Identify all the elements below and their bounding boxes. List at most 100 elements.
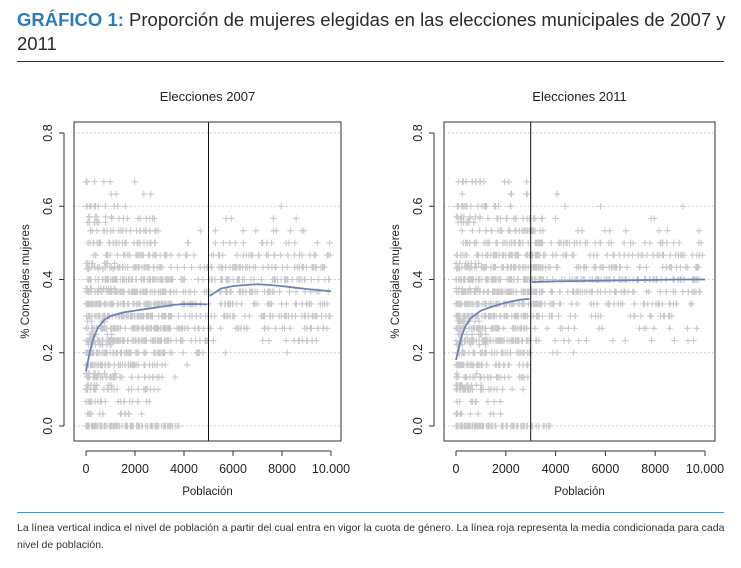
- plot-frame: [443, 121, 716, 442]
- data-point: [92, 341, 99, 348]
- data-point: [562, 251, 569, 259]
- data-point: [553, 190, 561, 198]
- data-point: [95, 349, 103, 356]
- data-point: [108, 190, 115, 198]
- data-point: [462, 260, 469, 267]
- data-point: [258, 312, 266, 320]
- data-point: [101, 300, 109, 308]
- data-point: [113, 288, 120, 295]
- data-point: [453, 370, 461, 377]
- data-point: [152, 251, 160, 259]
- data-point: [298, 251, 306, 259]
- data-point: [134, 398, 142, 405]
- data-point: [181, 264, 188, 271]
- data-point: [488, 227, 495, 234]
- data-point: [271, 251, 278, 259]
- data-point: [577, 264, 584, 271]
- data-point: [117, 398, 125, 405]
- data-point: [92, 203, 99, 210]
- data-point: [121, 361, 129, 369]
- data-point: [518, 422, 525, 430]
- data-point: [469, 227, 476, 234]
- data-point: [113, 337, 121, 344]
- data-point: [464, 264, 471, 271]
- data-point: [460, 219, 467, 226]
- data-point: [179, 349, 187, 356]
- data-point: [663, 264, 670, 271]
- data-point: [267, 288, 274, 295]
- data-point: [655, 300, 663, 308]
- data-point: [89, 227, 96, 234]
- data-point: [124, 349, 131, 356]
- data-point: [521, 312, 528, 320]
- data-point: [129, 422, 137, 430]
- data-point: [152, 239, 159, 247]
- data-point: [510, 264, 517, 271]
- data-point: [512, 215, 519, 222]
- data-point: [460, 213, 468, 221]
- data-point: [103, 285, 110, 292]
- data-point: [108, 331, 115, 338]
- data-point: [255, 251, 263, 259]
- data-point: [150, 373, 157, 381]
- data-point: [496, 361, 503, 369]
- data-point: [670, 300, 677, 308]
- data-point: [124, 251, 132, 259]
- data-point: [463, 331, 471, 338]
- data-point: [84, 386, 91, 393]
- data-point: [578, 227, 586, 234]
- data-point: [549, 251, 556, 259]
- data-point: [265, 337, 273, 344]
- data-point: [96, 239, 103, 247]
- data-point: [464, 361, 471, 369]
- data-point: [670, 288, 677, 295]
- data-point: [308, 276, 315, 283]
- data-point: [273, 227, 280, 234]
- data-point: [211, 312, 218, 320]
- data-point: [531, 215, 539, 222]
- data-point: [684, 337, 692, 344]
- data-point: [690, 337, 697, 344]
- data-point: [117, 300, 124, 308]
- data-point: [622, 337, 629, 344]
- data-point: [693, 325, 700, 332]
- data-point: [110, 386, 118, 393]
- data-point: [452, 251, 460, 259]
- data-point: [454, 219, 462, 226]
- data-point: [492, 251, 499, 259]
- plot-frame: [73, 121, 342, 442]
- data-point: [475, 318, 483, 325]
- data-point: [158, 373, 166, 381]
- data-point: [509, 325, 517, 332]
- data-point: [115, 361, 122, 369]
- data-point: [132, 349, 140, 356]
- data-point: [115, 227, 123, 234]
- data-point: [497, 398, 504, 405]
- data-point: [597, 203, 604, 210]
- chart-title: Elecciones 2011: [532, 89, 626, 104]
- data-point: [533, 251, 541, 259]
- data-point: [491, 312, 498, 320]
- data-point: [96, 337, 103, 344]
- data-point: [175, 251, 182, 259]
- data-point: [134, 215, 142, 222]
- data-point: [110, 265, 117, 273]
- data-point: [574, 300, 581, 308]
- data-point: [185, 239, 192, 247]
- data-point: [179, 288, 187, 295]
- y-tick-label: 0.8: [411, 124, 425, 141]
- data-point: [272, 276, 279, 283]
- data-point: [155, 312, 162, 320]
- data-point: [505, 361, 513, 369]
- scatter-points: [452, 178, 706, 430]
- data-point: [240, 239, 247, 247]
- data-point: [508, 386, 516, 393]
- data-point: [476, 215, 484, 222]
- data-point: [466, 239, 474, 247]
- mean-line-left: [85, 303, 208, 372]
- data-point: [672, 251, 679, 259]
- data-point: [246, 312, 253, 320]
- data-point: [650, 325, 658, 332]
- data-point: [221, 312, 228, 320]
- data-point: [492, 422, 499, 430]
